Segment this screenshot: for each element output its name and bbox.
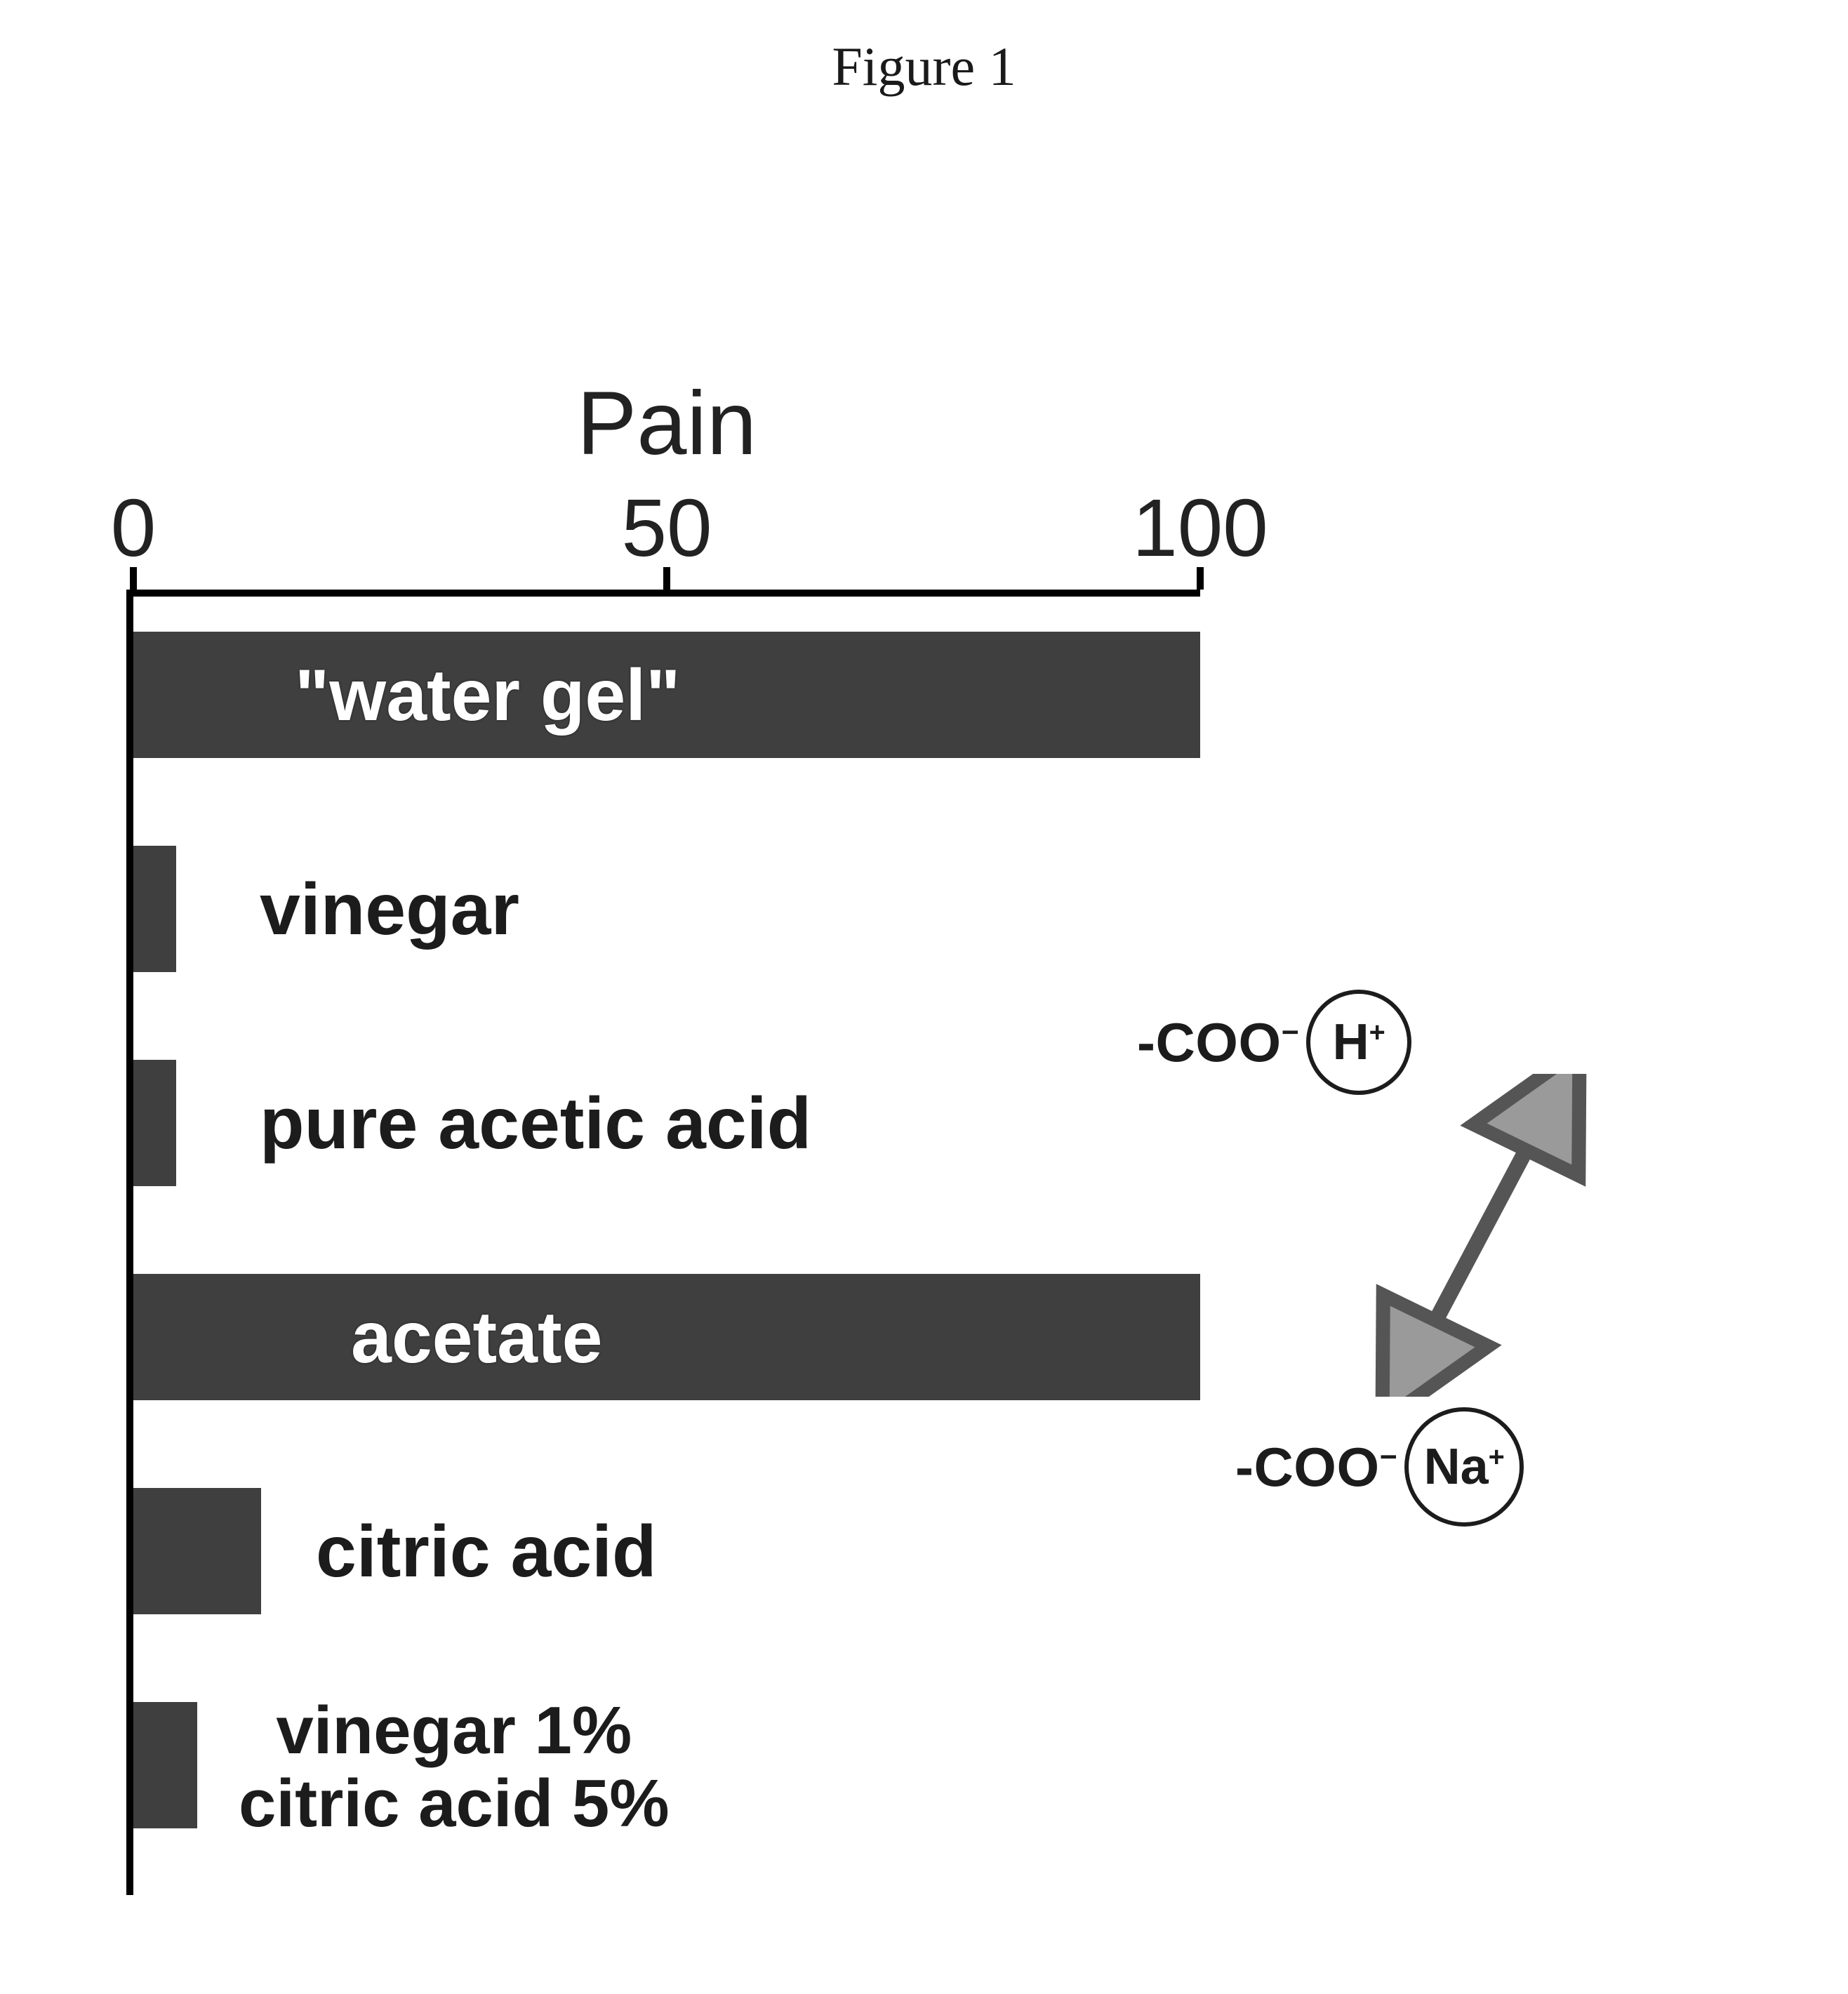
bar-label-pure-acetic-acid: pure acetic acid bbox=[260, 1082, 811, 1166]
tick-label-0: 0 bbox=[42, 481, 225, 575]
bar-label-acetate: acetate bbox=[351, 1296, 602, 1380]
na-ion-label: Na+ bbox=[1424, 1438, 1505, 1496]
annot-coo-na: -COO− Na+ bbox=[1235, 1407, 1524, 1527]
bar-vinegar-citric bbox=[133, 1702, 197, 1828]
figure-title: Figure 1 bbox=[0, 35, 1848, 98]
bar-label-vinegar-citric: vinegar 1% citric acid 5% bbox=[239, 1694, 670, 1840]
bar-vinegar bbox=[133, 846, 176, 972]
page: Figure 1 Pain 0 50 100 "water gel" vineg… bbox=[0, 0, 1848, 1994]
bar-acetate bbox=[133, 1274, 1200, 1400]
y-axis-line bbox=[126, 590, 133, 1895]
bar-pure-acetic-acid bbox=[133, 1060, 176, 1186]
double-arrow bbox=[1369, 1074, 1593, 1397]
h-ion-label: H+ bbox=[1333, 1013, 1385, 1071]
bar-citric-acid bbox=[133, 1488, 261, 1614]
tick-label-50: 50 bbox=[576, 481, 758, 575]
na-ion-circle: Na+ bbox=[1404, 1407, 1524, 1527]
x-axis-title: Pain bbox=[526, 372, 807, 475]
tick-mark-100 bbox=[1197, 567, 1204, 590]
bar-label-vinegar: vinegar bbox=[260, 868, 519, 952]
tick-mark-50 bbox=[663, 567, 670, 590]
coo-text-h: -COO− bbox=[1137, 1011, 1299, 1075]
bar-label-citric-acid: citric acid bbox=[316, 1510, 657, 1594]
tick-mark-0 bbox=[130, 567, 137, 590]
bar-label-water-gel: "water gel" bbox=[295, 654, 680, 738]
tick-label-100: 100 bbox=[1109, 481, 1291, 575]
x-axis-line bbox=[133, 590, 1200, 597]
coo-text-na: -COO− bbox=[1235, 1435, 1397, 1499]
